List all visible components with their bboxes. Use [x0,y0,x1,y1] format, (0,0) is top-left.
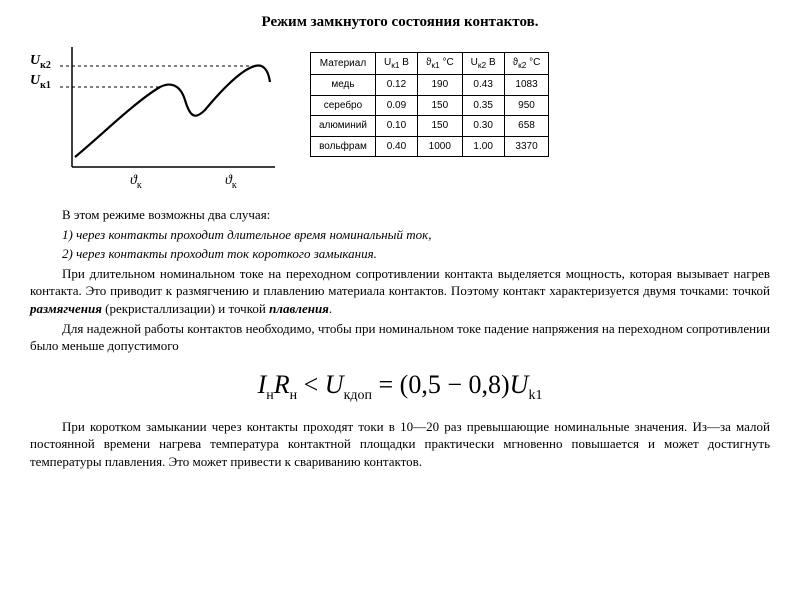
para-intro: В этом режиме возможны два случая: [30,206,770,224]
table-cell: 0.12 [375,75,417,96]
top-row: Uк2 Uк1 ϑк ϑк МатериалUк1 Вϑк1 °СUк2 Вϑк… [30,42,770,192]
table-cell: медь [311,75,376,96]
table-header: ϑк1 °С [417,53,462,75]
para-short-circuit: При коротком замыкании через контакты пр… [30,418,770,471]
chart: Uк2 Uк1 ϑк ϑк [30,42,290,192]
table-cell: 0.43 [462,75,504,96]
table-cell: 0.40 [375,136,417,157]
table-header: Uк2 В [462,53,504,75]
y-label-uk1: Uк1 [30,72,51,92]
table-cell: 0.10 [375,116,417,137]
y-label-uk2: Uк2 [30,52,51,72]
table-cell: 658 [504,116,549,137]
table-cell: 1000 [417,136,462,157]
table-header: ϑк2 °С [504,53,549,75]
case-2: 2) через контакты проходит ток короткого… [30,245,770,263]
table-cell: 3370 [504,136,549,157]
materials-table: МатериалUк1 Вϑк1 °СUк2 Вϑк2 °С медь0.121… [310,52,549,157]
table-header: Материал [311,53,376,75]
table-row: медь0.121900.431083 [311,75,549,96]
table-cell: 150 [417,95,462,116]
table-header: Uк1 В [375,53,417,75]
table-row: серебро0.091500.35950 [311,95,549,116]
formula: IнRн < Uкдоп = (0,5 − 0,8)Uk1 [30,367,770,406]
table-cell: 1083 [504,75,549,96]
x-label-2: ϑк [225,172,237,192]
table-cell: 950 [504,95,549,116]
table-cell: 1.00 [462,136,504,157]
table-cell: 0.30 [462,116,504,137]
table-cell: серебро [311,95,376,116]
x-label-1: ϑк [130,172,142,192]
table-cell: 0.35 [462,95,504,116]
table-cell: вольфрам [311,136,376,157]
table-cell: 150 [417,116,462,137]
table-row: вольфрам0.4010001.003370 [311,136,549,157]
body-text: В этом режиме возможны два случая: 1) че… [30,206,770,470]
para-reliable: Для надежной работы контактов необходимо… [30,320,770,355]
table-cell: 190 [417,75,462,96]
table-cell: алюминий [311,116,376,137]
para-heating: При длительном номинальном токе на перех… [30,265,770,318]
case-1: 1) через контакты проходит длительное вр… [30,226,770,244]
chart-svg [30,42,290,172]
table-cell: 0.09 [375,95,417,116]
page-title: Режим замкнутого состояния контактов. [30,12,770,32]
table-row: алюминий0.101500.30658 [311,116,549,137]
